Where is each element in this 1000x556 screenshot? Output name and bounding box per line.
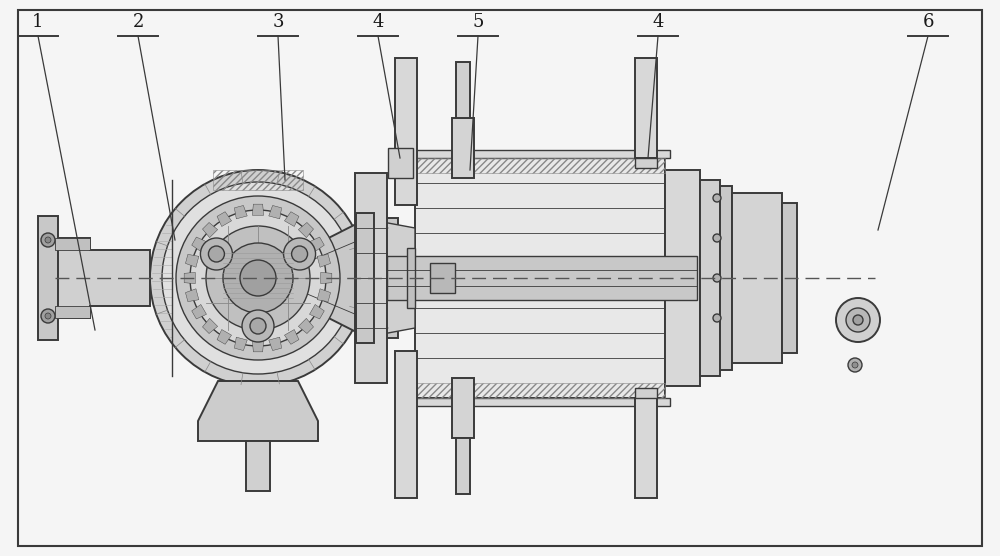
Circle shape	[242, 310, 274, 342]
Circle shape	[150, 170, 366, 386]
Polygon shape	[317, 255, 331, 267]
Polygon shape	[284, 330, 299, 344]
Bar	[415, 158, 665, 173]
Circle shape	[848, 358, 862, 372]
Polygon shape	[321, 272, 332, 284]
Text: 5: 5	[472, 13, 484, 31]
Circle shape	[292, 246, 308, 262]
Circle shape	[853, 315, 863, 325]
Circle shape	[713, 234, 721, 242]
Bar	[395, 58, 417, 205]
Circle shape	[176, 196, 340, 360]
Polygon shape	[252, 341, 264, 352]
Circle shape	[852, 362, 858, 368]
Polygon shape	[293, 218, 398, 338]
Bar	[635, 158, 657, 168]
Bar	[356, 213, 374, 343]
Circle shape	[200, 238, 232, 270]
Polygon shape	[55, 238, 150, 318]
Bar	[456, 438, 470, 494]
Text: 3: 3	[272, 13, 284, 31]
Bar	[55, 306, 90, 318]
Circle shape	[162, 182, 354, 374]
Bar	[782, 203, 797, 353]
Bar	[635, 398, 657, 498]
Text: 6: 6	[922, 13, 934, 31]
Circle shape	[208, 246, 224, 262]
Polygon shape	[298, 222, 314, 237]
Circle shape	[250, 318, 266, 334]
Bar	[665, 170, 700, 386]
Bar	[635, 388, 657, 398]
Bar	[430, 263, 455, 293]
Polygon shape	[234, 206, 247, 219]
Circle shape	[223, 243, 293, 313]
Circle shape	[836, 298, 880, 342]
Bar	[246, 441, 270, 491]
Polygon shape	[185, 255, 199, 267]
Bar	[55, 238, 90, 250]
Bar	[720, 186, 732, 370]
Bar	[415, 383, 665, 398]
Polygon shape	[284, 212, 299, 226]
Bar	[452, 118, 474, 178]
Bar	[410, 398, 670, 406]
Polygon shape	[202, 222, 218, 237]
Polygon shape	[198, 381, 318, 441]
Polygon shape	[269, 206, 282, 219]
Bar	[410, 150, 670, 158]
Text: 1: 1	[32, 13, 44, 31]
Polygon shape	[298, 319, 314, 334]
Bar	[387, 256, 697, 300]
Bar	[388, 148, 413, 178]
Polygon shape	[310, 305, 324, 319]
Polygon shape	[310, 237, 324, 251]
Circle shape	[45, 237, 51, 243]
Text: 4: 4	[372, 13, 384, 31]
Polygon shape	[185, 289, 199, 301]
Polygon shape	[184, 272, 195, 284]
Circle shape	[846, 308, 870, 332]
Bar	[732, 193, 782, 363]
Polygon shape	[217, 330, 232, 344]
Circle shape	[284, 238, 316, 270]
Polygon shape	[317, 289, 331, 301]
Polygon shape	[252, 204, 264, 215]
Bar	[38, 216, 58, 340]
Polygon shape	[217, 212, 232, 226]
Polygon shape	[234, 337, 247, 350]
Bar	[700, 180, 720, 376]
Polygon shape	[202, 319, 218, 334]
Polygon shape	[269, 337, 282, 350]
Circle shape	[206, 226, 310, 330]
Circle shape	[41, 309, 55, 323]
Bar	[415, 158, 665, 398]
Circle shape	[713, 194, 721, 202]
Circle shape	[45, 313, 51, 319]
Polygon shape	[192, 237, 206, 251]
Text: 4: 4	[652, 13, 664, 31]
Bar	[395, 351, 417, 498]
Circle shape	[713, 314, 721, 322]
Bar	[407, 248, 415, 308]
Bar	[355, 173, 387, 383]
Bar	[456, 62, 470, 118]
Circle shape	[190, 210, 326, 346]
Circle shape	[41, 233, 55, 247]
Bar	[635, 58, 657, 158]
Circle shape	[240, 260, 276, 296]
Polygon shape	[361, 218, 415, 338]
Text: 2: 2	[132, 13, 144, 31]
Bar	[452, 378, 474, 438]
Polygon shape	[192, 305, 206, 319]
Circle shape	[713, 274, 721, 282]
